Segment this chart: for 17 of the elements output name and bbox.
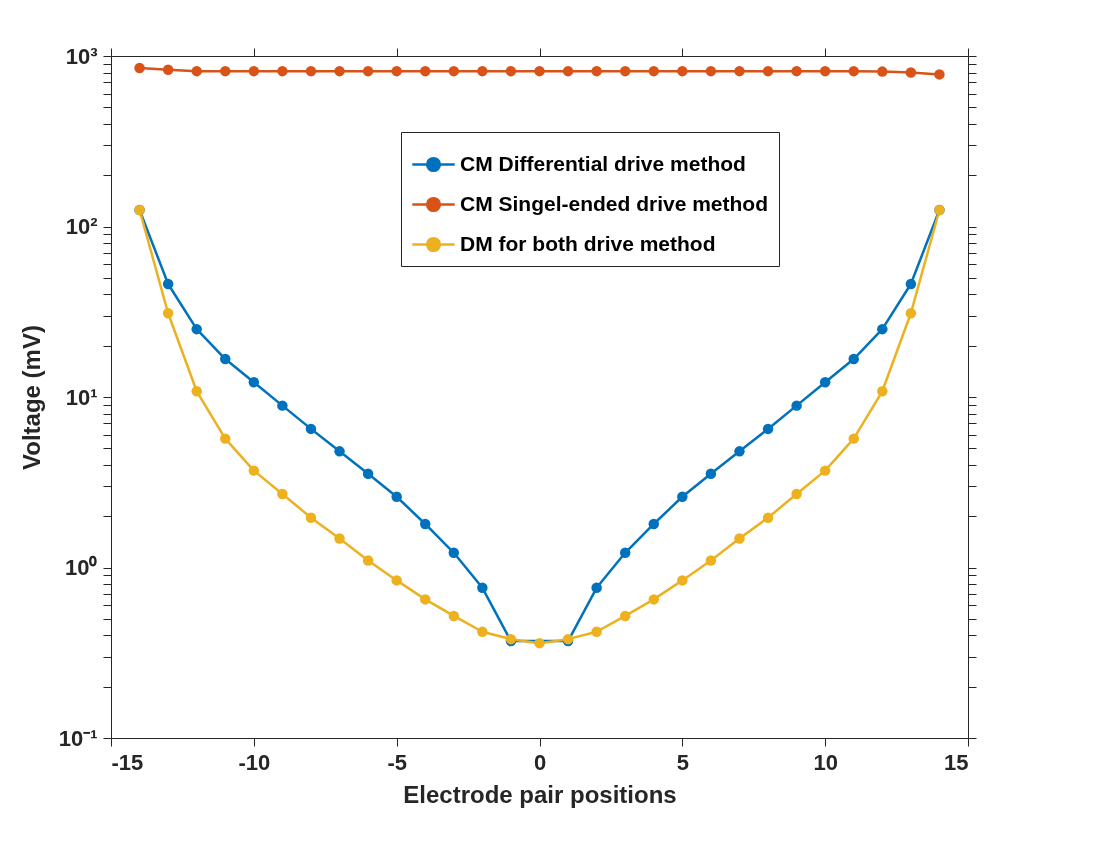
legend-label: DM for both drive method [460, 231, 716, 255]
legend-label: CM Differential drive method [460, 151, 746, 175]
legend-label: CM Singel-ended drive method [460, 191, 769, 215]
y-tick-label: 10² [65, 214, 98, 239]
x-tick-label: -15 [111, 749, 144, 775]
x-tick-label: -10 [238, 749, 271, 775]
x-axis-title: Electrode pair positions [403, 780, 677, 808]
x-tick-label: 5 [676, 749, 689, 775]
y-tick-label: 10³ [65, 43, 98, 69]
y-tick-label: 10⁻¹ [58, 725, 98, 751]
x-tick-label: 0 [533, 749, 547, 775]
x-tick-label: 15 [944, 749, 969, 775]
y-axis-title: Voltage (mV) [17, 325, 45, 470]
x-tick-label: 10 [813, 749, 838, 775]
x-tick-label: -5 [387, 749, 407, 775]
y-tick-label: 10¹ [65, 384, 98, 410]
y-tick-label: 10⁰ [65, 555, 98, 580]
